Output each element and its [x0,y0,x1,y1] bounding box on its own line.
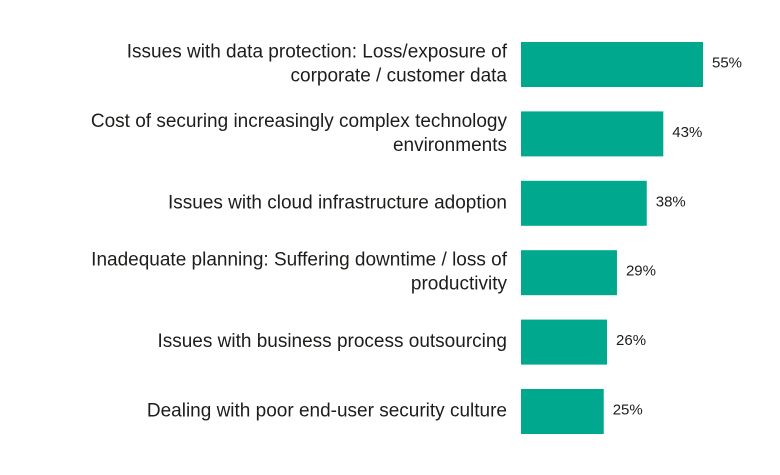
category-labels: Issues with data protection: Loss/exposu… [91,42,508,422]
value-label-2: 43% [672,124,702,141]
value-label-5: 26% [616,332,646,349]
value-label-6: 25% [613,401,643,418]
category-label-2-line-2: environments [393,135,507,156]
category-label-4-line-2: productivity [411,274,508,295]
category-label-2-line-1: Cost of securing increasingly complex te… [91,111,508,132]
bar-6 [521,389,604,434]
bar-4 [521,250,617,296]
category-label-4-line-1: Inadequate planning: Suffering downtime … [91,250,508,271]
bar-1 [521,42,703,87]
category-label-3-line-1: Issues with cloud infrastructure adoptio… [168,192,507,213]
value-labels: 55% 43% 38% 29% 26% 25% [613,54,742,418]
category-label-6-line-1: Dealing with poor end-user security cult… [147,401,507,422]
category-label-1-line-1: Issues with data protection: Loss/exposu… [127,42,508,63]
bars [521,42,703,434]
bar-5 [521,319,608,365]
value-label-4: 29% [626,263,656,280]
category-label-1-line-2: corporate / customer data [291,66,508,87]
category-label-5-line-1: Issues with business process outsourcing [157,331,507,352]
value-label-3: 38% [656,193,686,210]
value-label-1: 55% [712,54,742,71]
bar-3 [521,180,647,226]
bar-2 [521,111,664,157]
